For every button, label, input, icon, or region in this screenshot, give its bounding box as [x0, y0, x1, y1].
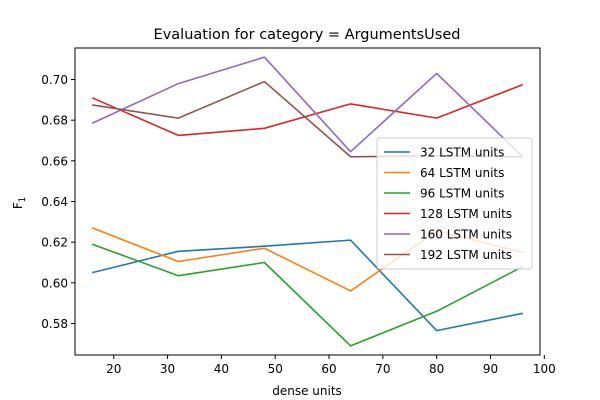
legend-label: 64 LSTM units [420, 166, 504, 180]
series-line-160-lstm [91, 56, 524, 158]
x-tick-label: 30 [160, 362, 175, 376]
y-tick-label: 0.64 [41, 195, 68, 209]
x-tick-label: 20 [106, 362, 121, 376]
x-tick-label: 50 [268, 362, 283, 376]
x-tick-label: 40 [214, 362, 229, 376]
series-line-96-lstm [91, 243, 524, 347]
y-tick-label: 0.68 [41, 114, 68, 128]
chart-title: Evaluation for category = ArgumentsUsed [154, 27, 461, 43]
legend-label: 192 LSTM units [420, 248, 512, 262]
x-tick-label: 70 [375, 362, 390, 376]
y-tick-label: 0.70 [41, 73, 68, 87]
y-axis-label-subscript: 1 [18, 197, 28, 202]
x-axis-label: dense units [272, 384, 342, 398]
legend-box [376, 137, 533, 270]
y-axis-label: F1 [11, 197, 28, 209]
y-tick-label: 0.60 [41, 276, 68, 290]
y-axis-label-main: F [11, 202, 25, 209]
legend-label: 160 LSTM units [420, 228, 512, 242]
legend-label: 32 LSTM units [420, 146, 504, 160]
legend-label: 128 LSTM units [420, 207, 512, 221]
series-line-32-lstm [92, 239, 523, 332]
x-axis: 20 30 40 50 60 70 80 90 100 [106, 355, 556, 376]
x-tick-label: 90 [483, 362, 498, 376]
y-tick-label: 0.62 [41, 236, 68, 250]
legend-label: 96 LSTM units [420, 187, 504, 201]
x-tick-label: 60 [321, 362, 336, 376]
legend: 32 LSTM units 64 LSTM units 96 LSTM units 1… [376, 137, 533, 270]
x-tick-label: 100 [533, 362, 556, 376]
y-axis: 0.58 0.60 0.62 0.64 0.66 0.68 0.70 [41, 73, 75, 331]
y-tick-label: 0.66 [41, 154, 68, 168]
y-tick-label: 0.58 [41, 317, 68, 331]
x-tick-label: 80 [429, 362, 444, 376]
series-line-128-lstm [91, 83, 524, 137]
